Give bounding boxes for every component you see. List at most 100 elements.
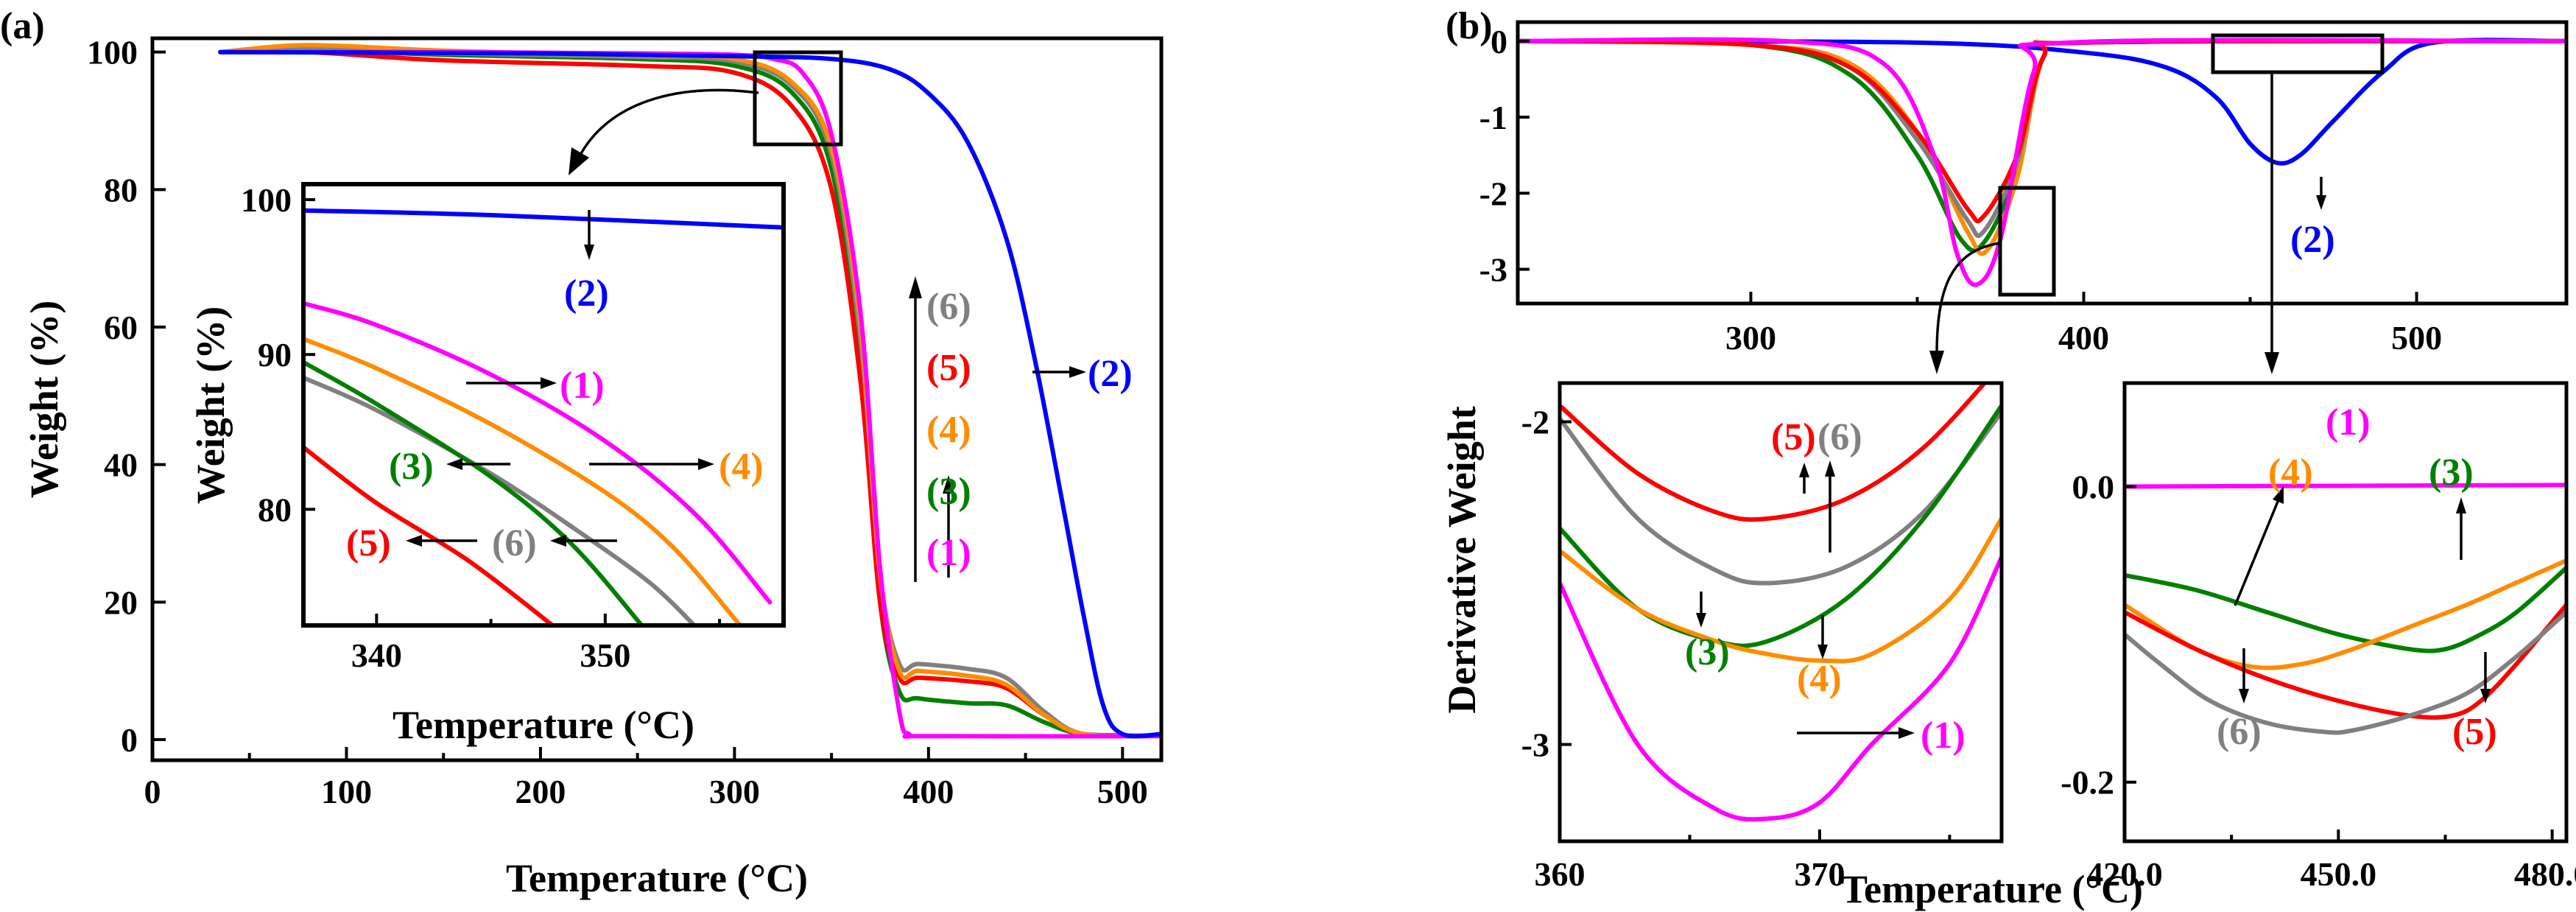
bl-label-6: (6)	[1817, 416, 1862, 458]
b-zoom-right-x-tick-label: 420.0	[2086, 855, 2163, 893]
a-inset-series-6	[303, 375, 697, 625]
panel-a-label-2-arrowhead	[1069, 366, 1086, 378]
br-label-4: (4)	[2268, 452, 2313, 494]
panel-b-right-zoom-arrowhead	[2264, 352, 2279, 374]
b-zoom-left-series-5	[1560, 383, 1988, 522]
a-inset-series-4	[303, 337, 742, 625]
panel-a-zoom-arrowhead	[569, 147, 589, 175]
br-4-arrow	[2234, 497, 2281, 606]
b-top-y-tick-label: -3	[1479, 251, 1507, 289]
a-inset-y-tick-label: 100	[241, 181, 292, 219]
panel-a-inset-frame	[301, 182, 786, 628]
inset-5-arrowhead	[406, 535, 422, 547]
panel-a-inset-curves	[303, 208, 784, 625]
b-top-x-tick-label: 500	[2391, 319, 2442, 357]
panel-a-label-2: (2)	[1088, 353, 1133, 395]
panel-a-inset-y-axis-title: Weight (%)	[189, 306, 233, 504]
panel-b-top-axes-frame	[1516, 20, 2569, 306]
panel-b-x-axis-title: Temperature (°C)	[1841, 867, 2143, 911]
panel-b-label: (b)	[1446, 5, 1493, 47]
a-main-x-tick-label: 400	[903, 773, 954, 810]
inset-label-5: (5)	[346, 522, 391, 564]
a-inset-series-5	[303, 445, 555, 625]
bl-1-arrowhead	[1898, 727, 1915, 739]
b-top-y-tick-label: 0	[1491, 23, 1507, 60]
br-label-3: (3)	[2429, 452, 2474, 494]
br-3-arrowhead	[2456, 497, 2466, 513]
panel-a-inset-ticks: 340 350 80 90 100	[241, 181, 722, 674]
b-zoom-left-x-tick-label: 360	[1535, 855, 1586, 893]
b-zoom-right-series-6	[2125, 610, 2566, 735]
br-label-5: (5)	[2452, 711, 2497, 753]
panel-a-y-axis-title: Weight (%)	[22, 301, 66, 498]
panel-b-left-zoom-frame	[1558, 381, 2004, 843]
a-inset-series-2	[303, 208, 784, 230]
a-main-series-5	[218, 49, 1161, 739]
a-main-x-tick-label: 0	[144, 773, 161, 810]
a-main-x-tick-label: 300	[709, 773, 760, 810]
b-top-y-tick-label: -2	[1479, 175, 1507, 212]
b-top-series-1	[1518, 37, 2566, 287]
panel-b-top-curves	[1518, 37, 2566, 287]
a-inset-series-1	[303, 301, 773, 605]
inset-1-arrowhead	[541, 377, 557, 389]
b-zoom-left-x-tick-label: 370	[1794, 855, 1845, 893]
b-zoom-right-y-tick-label: -0.2	[2061, 764, 2114, 801]
panel-b-left-zoom-ticks: 360 370 -2 -3	[1521, 404, 1952, 893]
inset-3-arrowhead	[446, 458, 462, 470]
b-zoom-right-series-3	[2125, 565, 2566, 653]
a-main-x-tick-label: 500	[1097, 773, 1148, 810]
panel-b-top-plot: 300 400 500 0 -1 -2 -3 (2)	[1479, 20, 2569, 374]
a-main-x-tick-label: 200	[515, 773, 566, 810]
panel-a-label-6: (6)	[926, 286, 971, 328]
inset-2-arrowhead	[584, 245, 594, 260]
inset-label-1: (1)	[560, 365, 605, 407]
b-top-x-tick-label: 400	[2058, 319, 2109, 357]
panel-a-inset-plot: 340 350 80 90 100 Temperature (°C) Weight (%…	[189, 181, 786, 747]
inset-label-2: (2)	[564, 273, 609, 315]
inset-6-arrowhead	[550, 535, 566, 547]
inset-4-arrowhead	[698, 458, 714, 470]
inset-label-4: (4)	[719, 446, 764, 488]
panel-a-axes-frame	[150, 36, 1164, 762]
panel-b-y-axis-title: Derivative Weight	[1440, 406, 1484, 713]
a-main-y-tick-label: 100	[87, 34, 138, 71]
a-main-y-tick-label: 0	[121, 721, 138, 759]
a-inset-y-tick-label: 80	[258, 491, 292, 528]
b-zoom-right-series-4	[2125, 558, 2566, 670]
b-zoom-left-series-6	[1560, 410, 2002, 586]
br-5-arrowhead	[2480, 689, 2491, 704]
bl-5-arrowhead	[1799, 463, 1809, 477]
br-label-1: (1)	[2326, 401, 2371, 443]
panel-b-left-zoom-arrow	[1935, 242, 2001, 356]
panel-a-label-4: (4)	[926, 409, 971, 451]
a-main-y-tick-label: 40	[104, 446, 138, 484]
panel-b-left-zoom-curves	[1560, 383, 2002, 822]
panel-b-top-label-2: (2)	[2290, 219, 2335, 261]
inset-label-6: (6)	[492, 522, 537, 564]
a-main-y-tick-label: 80	[104, 171, 138, 208]
panel-b-right-zoom-curves	[2125, 483, 2566, 735]
panel-a-main-plot: 0 100 200 300 400 500 0 20 40 60 80 100 Temperature…	[22, 34, 1164, 900]
b-zoom-right-series-5	[2125, 603, 2566, 720]
a-inset-x-tick-label: 340	[351, 636, 402, 674]
bl-3-arrowhead	[1696, 613, 1706, 628]
panel-a-inset-x-axis-title: Temperature (°C)	[393, 703, 694, 747]
panel-a-zoom-box	[753, 50, 843, 147]
panel-a-label-3: (3)	[926, 471, 971, 513]
b-top-series-6	[1518, 38, 2566, 239]
a-inset-x-tick-label: 350	[580, 636, 630, 674]
panel-a-x-axis-title: Temperature (°C)	[506, 856, 808, 900]
a-inset-y-tick-label: 90	[258, 336, 292, 373]
inset-label-3: (3)	[389, 446, 434, 488]
b-top-series-4	[1518, 38, 2566, 256]
panel-b-left-zoom-arrowhead	[1929, 351, 1944, 374]
panel-a-label-1: (1)	[926, 532, 971, 574]
b-top-series-2	[1518, 38, 2566, 166]
a-main-y-tick-label: 20	[104, 583, 138, 621]
panel-a-label-5: (5)	[926, 347, 971, 389]
b-zoom-right-x-tick-label: 480.0	[2514, 855, 2576, 893]
b-top-series-5	[1518, 38, 2566, 224]
panel-a-order-arrowhead	[909, 276, 922, 298]
bl-4-arrowhead	[1817, 645, 1828, 659]
